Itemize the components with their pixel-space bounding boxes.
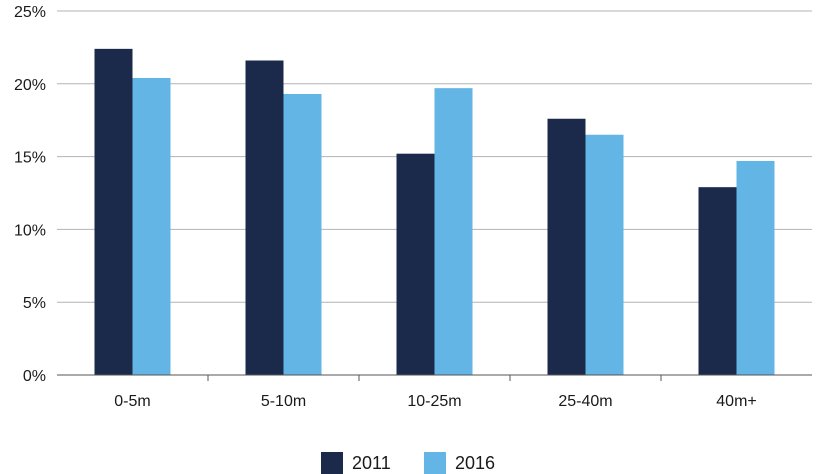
bar-2016-10-25m [434, 88, 473, 375]
legend-swatch-2011 [321, 452, 343, 474]
bar-2011-0-5m [94, 48, 133, 376]
bar-2016-25-40m [585, 134, 624, 375]
x-axis-tick-labels: 0-5m 5-10m 10-25m 25-40m 40m+ [114, 393, 756, 410]
bar-2016-5-10m [283, 93, 322, 375]
x-axis [57, 374, 812, 381]
x-tick-label: 40m+ [716, 393, 756, 410]
legend-swatch-2016 [424, 452, 446, 474]
bar-2011-40m+ [698, 187, 737, 375]
bar-2011-10-25m [396, 153, 435, 375]
bar-2016-40m+ [736, 160, 775, 375]
x-tick-label: 10-25m [407, 393, 461, 410]
bar-2011-5-10m [245, 60, 284, 376]
bar-2011-25-40m [547, 118, 586, 375]
y-tick-label: 10% [14, 222, 46, 239]
y-axis-tick-labels: 0% 5% 10% 15% 20% 25% [14, 4, 46, 385]
x-tick-label: 5-10m [261, 393, 306, 410]
x-tick-label: 0-5m [114, 393, 150, 410]
y-tick-label: 25% [14, 4, 46, 21]
legend-label: 2016 [455, 453, 495, 473]
legend-label: 2011 [352, 453, 391, 473]
y-tick-label: 5% [23, 295, 46, 312]
legend: 2011 2016 [321, 452, 495, 474]
bar-2016-0-5m [132, 77, 171, 375]
y-tick-label: 15% [14, 150, 46, 167]
x-tick-label: 25-40m [558, 393, 612, 410]
y-tick-label: 0% [23, 368, 46, 385]
y-tick-label: 20% [14, 77, 46, 94]
bars [94, 48, 775, 376]
